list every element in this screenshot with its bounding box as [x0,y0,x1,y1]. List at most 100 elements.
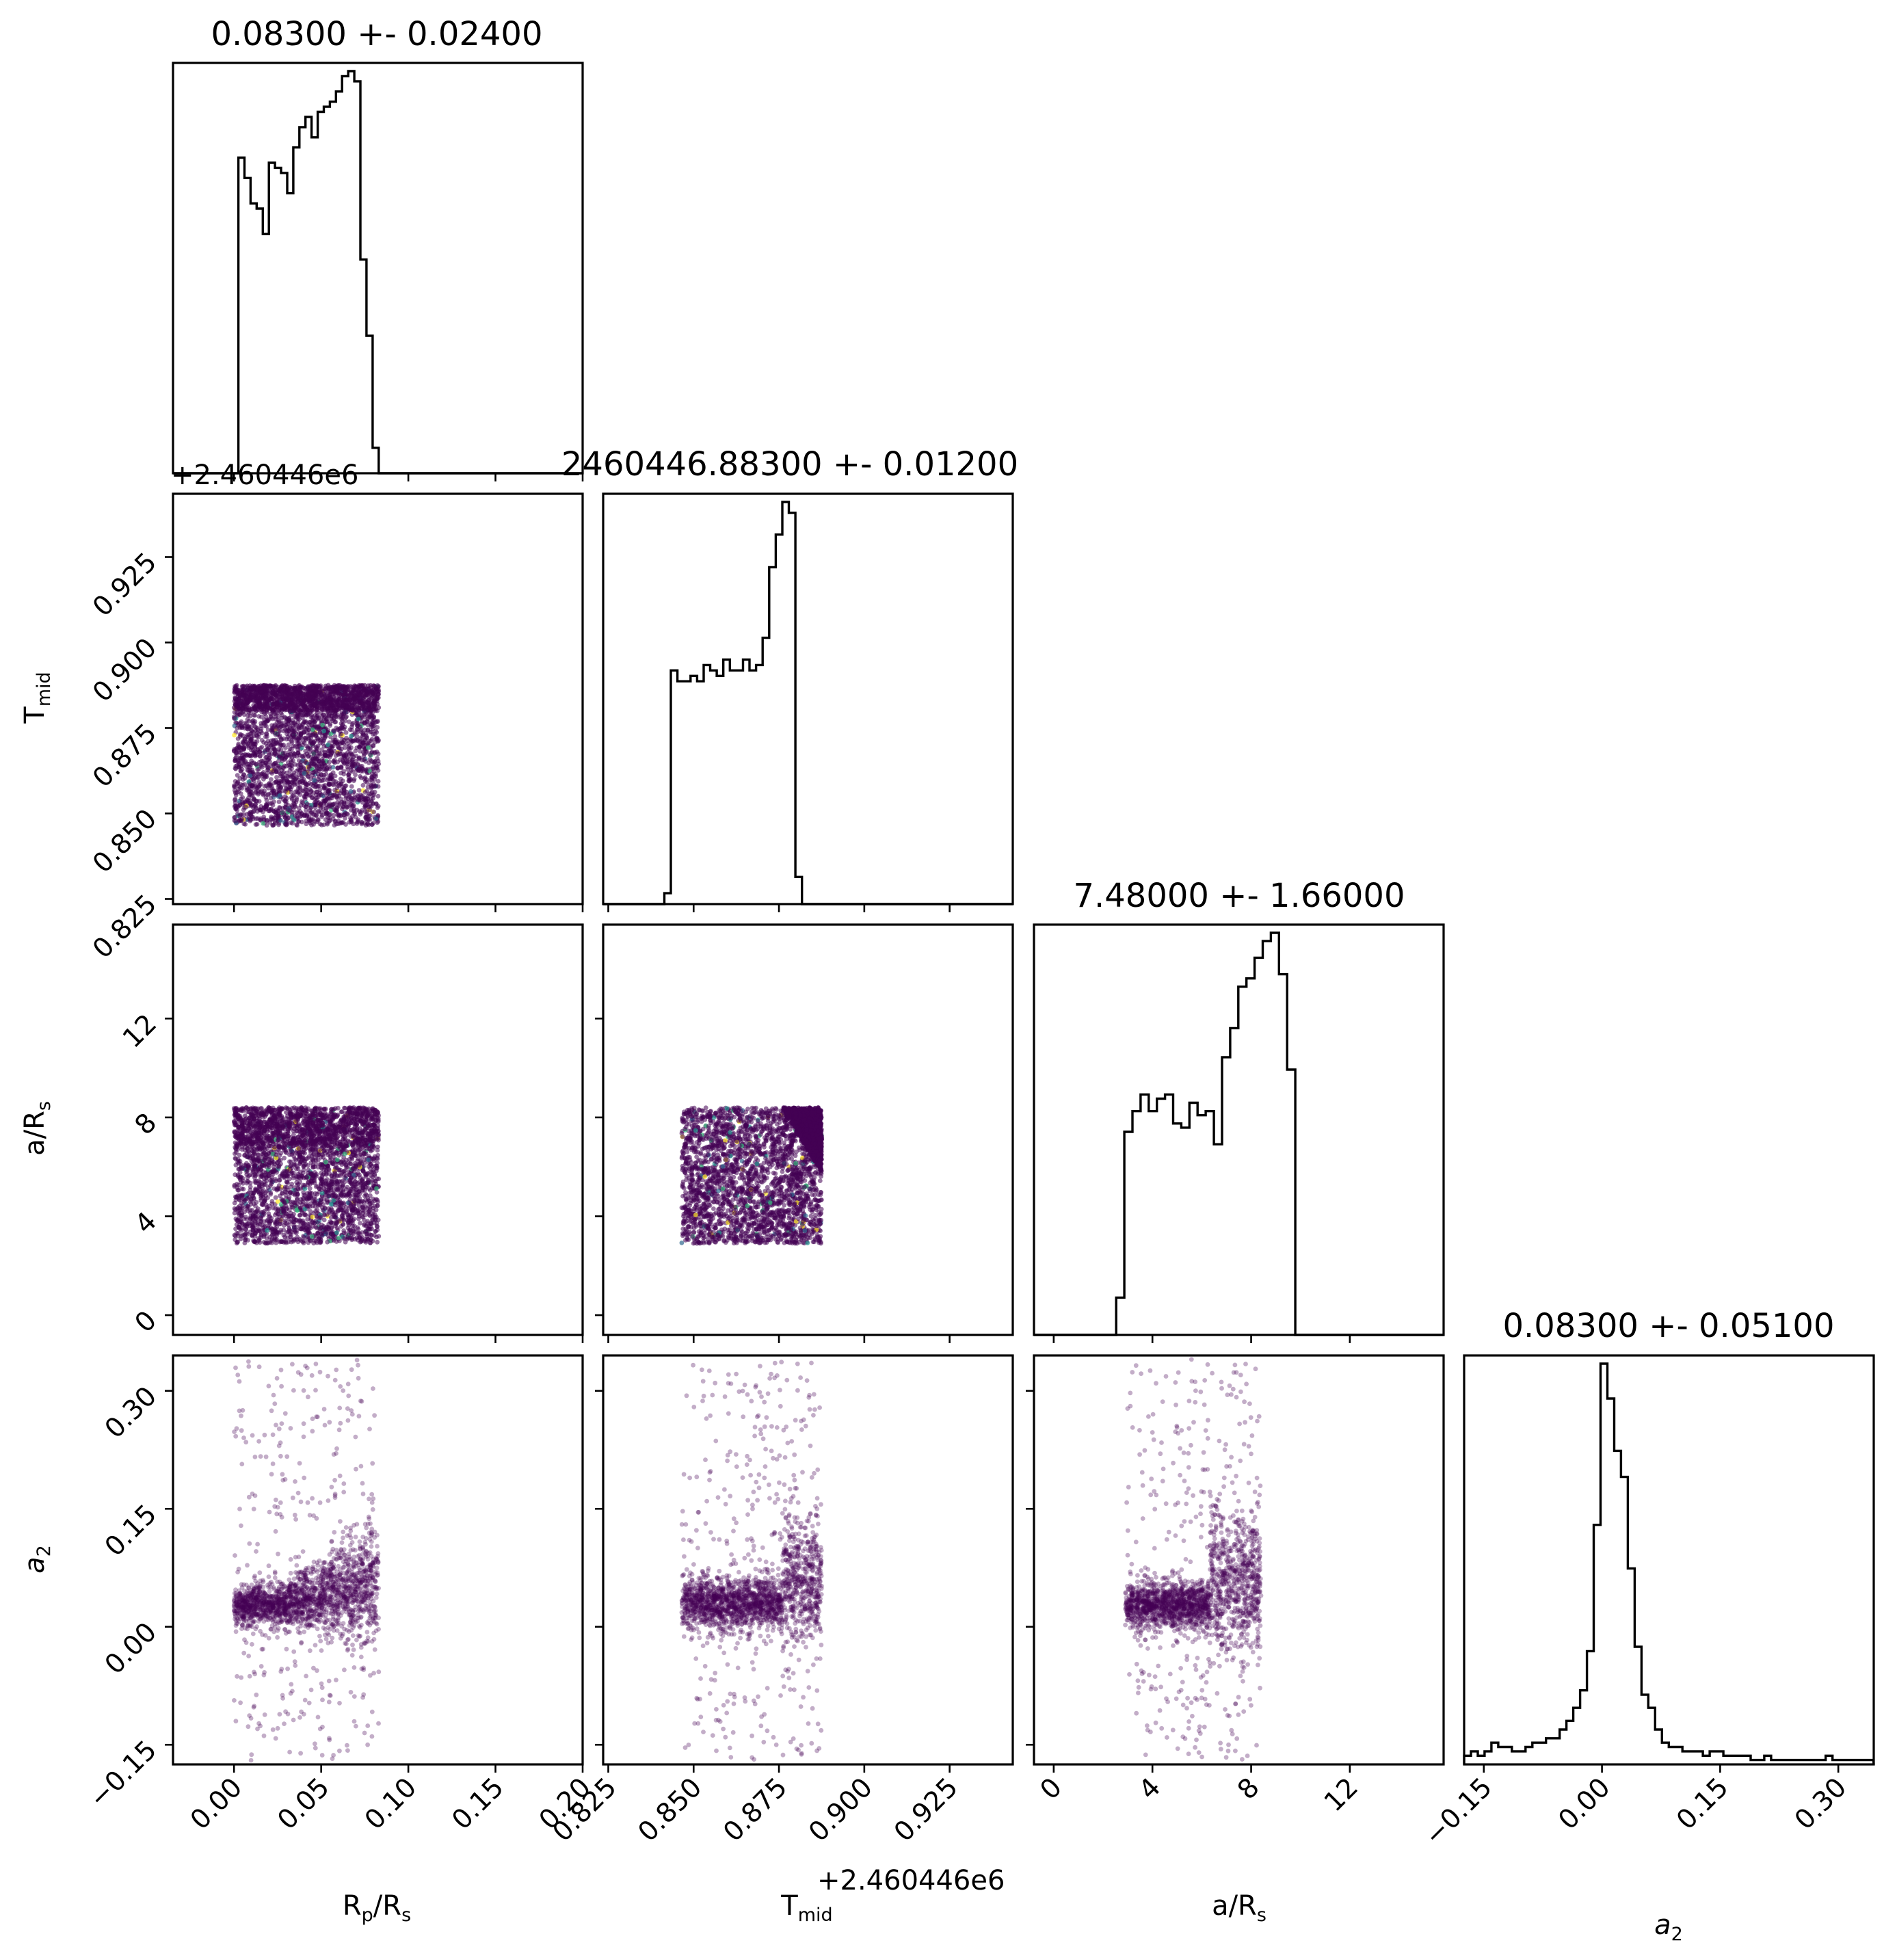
scatter-point [370,801,375,806]
scatter-point [282,798,288,804]
scatter-point [278,706,283,711]
scatter-point [235,707,240,712]
scatter-point [325,719,330,724]
scatter-point [235,781,239,786]
scatter-point [287,768,293,773]
scatter-point [334,808,339,814]
scatter-point [269,786,275,791]
scatter-point [312,812,317,818]
scatter-point [259,765,265,770]
scatter-point [326,782,332,788]
scatter-point [275,787,280,793]
scatter-point [274,775,279,780]
scatter-point [248,767,253,773]
scatter-point [288,720,293,725]
scatter-point [316,758,321,763]
scatter-point [373,1179,378,1184]
scatter-point [323,806,329,811]
scatter-point [295,736,301,741]
scatter-point [283,745,288,750]
scatter-point [309,708,315,713]
scatter-point [354,727,360,732]
scatter-point [335,715,341,719]
scatter-point [313,687,319,693]
scatter-point [314,795,319,801]
scatter-point [233,696,238,701]
scatter-point [334,791,340,796]
scatter-point [349,740,354,745]
scatter-point [261,740,266,745]
scatter-point [372,684,377,689]
scatter-point [236,687,241,692]
scatter-point [366,697,371,702]
scatter-point [359,763,364,769]
scatter-point [276,816,281,821]
scatter-point [361,757,367,763]
scatter-point [238,702,243,708]
scatter-point [343,795,349,801]
scatter-point [375,812,380,818]
scatter-point [323,812,328,817]
scatter-point [312,778,317,783]
scatter-point [276,799,282,804]
scatter-point [349,707,354,713]
scatter-point [362,686,367,691]
scatter-point [243,739,249,744]
scatter-point [332,760,337,765]
scatter-point [284,707,289,713]
scatter-point [276,822,281,827]
scatter-point [339,821,344,825]
scatter-point [287,737,292,742]
scatter-point [275,693,280,698]
scatter-point [372,702,377,708]
scatter-point [240,753,245,758]
scatter-point [232,715,237,721]
scatter-point [307,720,312,725]
scatter-point [274,700,279,706]
scatter-point [234,1241,239,1246]
scatter-point [235,726,240,731]
scatter-point [249,728,254,734]
scatter-point [345,765,350,769]
scatter-point [261,750,266,756]
scatter-point [269,707,275,713]
scatter-point [263,760,269,765]
scatter-point [330,793,335,798]
scatter-point [261,805,267,810]
scatter-point [349,759,355,765]
scatter-point [315,724,320,730]
scatter-point [281,776,286,782]
scatter-point [232,1200,237,1206]
scatter-point [350,763,355,769]
scatter-point [278,737,284,741]
scatter-point [252,750,256,756]
scatter-point [371,809,377,815]
scatter-point [348,789,354,794]
scatter-point [371,821,376,825]
scatter-point [322,786,328,791]
scatter-point [315,713,320,718]
scatter-point [259,773,265,779]
scatter-point [321,772,326,778]
scatter-point [367,807,373,812]
scatter-point [274,780,279,784]
scatter-point [302,719,306,724]
scatter-point [239,818,244,823]
scatter-point [289,727,295,732]
scatter-point [240,799,245,805]
scatter-point [340,758,345,763]
scatter-point [319,778,325,783]
scatter-point [271,816,277,821]
scatter-point [269,738,274,743]
scatter-point [235,812,240,817]
scatter-point [310,683,315,689]
scatter-point [286,742,291,747]
scatter-point [233,702,238,708]
scatter-point [290,821,295,826]
scatter-point [328,723,332,728]
scatter-point [317,774,321,780]
scatter-point [311,696,317,702]
scatter-point [289,795,294,800]
scatter-point [356,797,362,803]
scatter-point [250,706,255,712]
